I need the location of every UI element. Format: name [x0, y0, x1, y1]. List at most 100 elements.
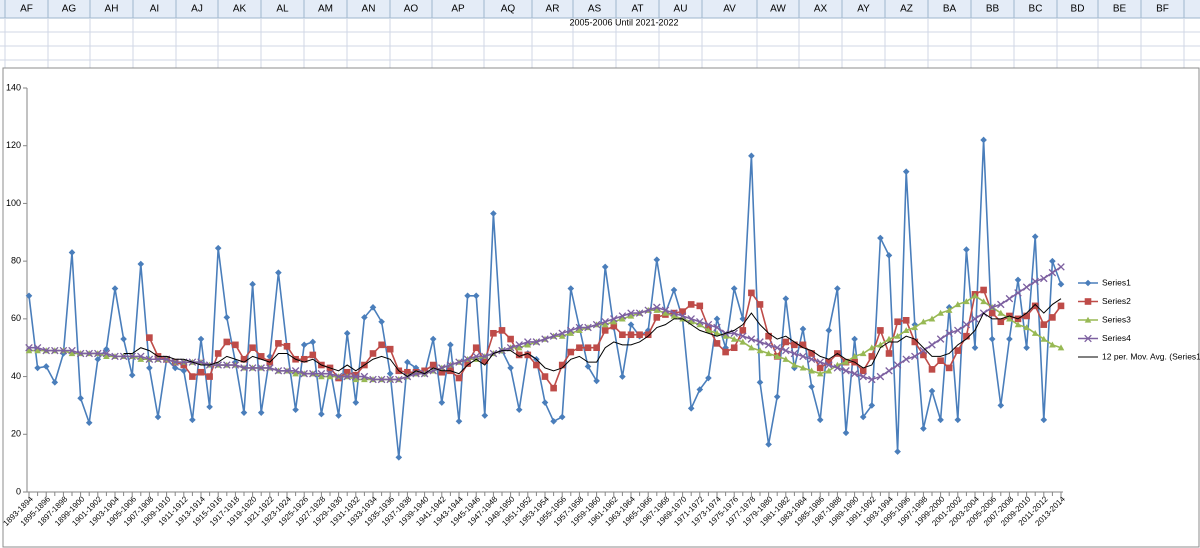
marker-diamond: [885, 252, 893, 259]
column-header: AH: [105, 4, 119, 15]
marker-x: [782, 346, 790, 355]
marker-diamond: [653, 256, 661, 263]
marker-square: [730, 344, 738, 352]
y-tick-label: 140: [6, 82, 21, 92]
marker-square: [885, 350, 893, 357]
marker-square: [1049, 314, 1056, 321]
marker-square: [275, 340, 282, 347]
marker-x: [653, 303, 661, 312]
marker-square: [438, 368, 446, 376]
marker-diamond: [352, 399, 360, 406]
marker-square: [748, 289, 755, 297]
cell-text[interactable]: 2005-2006 Until 2021-2022: [569, 17, 678, 27]
marker-triangle: [515, 344, 523, 351]
marker-x: [1005, 294, 1014, 303]
marker-x: [876, 372, 885, 381]
marker-square: [722, 348, 729, 356]
marker-square: [619, 331, 626, 339]
marker-x: [661, 306, 670, 314]
marker-triangle: [318, 373, 325, 380]
column-header: BA: [943, 4, 957, 15]
marker-x: [618, 312, 627, 320]
marker-triangle: [610, 318, 618, 325]
y-tick-label: 100: [6, 198, 21, 208]
marker-diamond: [937, 416, 944, 424]
marker-x: [42, 346, 50, 355]
marker-x: [997, 300, 1005, 309]
marker-diamond: [627, 321, 635, 328]
marker-x: [1084, 334, 1092, 343]
marker-diamond: [42, 363, 50, 370]
marker-diamond: [85, 419, 93, 427]
marker-square: [799, 341, 807, 349]
marker-x: [145, 355, 154, 364]
marker-diamond: [1040, 416, 1048, 424]
marker-x: [696, 317, 704, 326]
marker-x: [1040, 274, 1048, 283]
marker-square: [997, 318, 1005, 326]
marker-diamond: [834, 285, 841, 292]
marker-diamond: [1049, 257, 1056, 265]
marker-x: [541, 335, 549, 343]
column-header: AY: [857, 4, 870, 15]
marker-x: [627, 309, 635, 317]
marker-square: [937, 357, 944, 364]
marker-x: [274, 367, 283, 375]
marker-x: [558, 329, 566, 338]
marker-diamond: [997, 402, 1005, 409]
marker-square: [584, 344, 592, 352]
marker-triangle: [799, 364, 807, 371]
marker-x: [223, 361, 231, 369]
marker-x: [481, 352, 489, 361]
marker-diamond: [137, 260, 145, 268]
marker-diamond: [249, 280, 256, 288]
column-header: AN: [362, 4, 376, 15]
marker-diamond: [765, 441, 772, 448]
marker-triangle: [687, 318, 695, 325]
marker-diamond: [748, 152, 755, 160]
marker-square: [756, 301, 764, 308]
marker-triangle: [653, 306, 661, 313]
marker-diamond: [266, 353, 274, 360]
marker-x: [833, 364, 842, 372]
marker-x: [317, 369, 326, 378]
marker-x: [988, 303, 996, 312]
marker-triangle: [971, 292, 979, 299]
marker-diamond: [601, 263, 609, 271]
marker-x: [859, 372, 867, 381]
column-header: AF: [20, 4, 33, 15]
marker-x: [592, 320, 601, 329]
marker-diamond: [696, 386, 704, 393]
marker-diamond: [730, 285, 738, 292]
marker-square: [249, 344, 256, 352]
chart-area[interactable]: [2, 67, 1200, 548]
marker-triangle: [627, 312, 635, 319]
marker-square: [894, 318, 901, 326]
marker-x: [506, 343, 515, 352]
column-header: AJ: [191, 4, 203, 15]
marker-triangle: [292, 370, 299, 377]
marker-diamond: [507, 364, 514, 372]
marker-diamond: [963, 246, 970, 253]
marker-x: [868, 375, 876, 384]
marker-x: [326, 369, 334, 378]
marker-triangle: [1023, 324, 1030, 331]
series: [25, 263, 1065, 384]
marker-diamond: [1006, 335, 1013, 343]
marker-diamond: [472, 292, 480, 300]
marker-x: [945, 329, 953, 338]
marker-x: [171, 358, 179, 366]
marker-square: [644, 331, 652, 339]
marker-triangle: [1084, 316, 1092, 323]
marker-x: [704, 320, 713, 329]
marker-diamond: [206, 403, 213, 411]
marker-diamond: [447, 341, 454, 349]
marker-diamond: [369, 304, 377, 311]
marker-x: [893, 361, 902, 369]
marker-x: [472, 352, 480, 361]
marker-square: [386, 345, 394, 353]
marker-square: [558, 361, 566, 369]
column-header: AU: [674, 4, 688, 15]
marker-diamond: [154, 413, 162, 421]
marker-triangle: [352, 376, 360, 383]
